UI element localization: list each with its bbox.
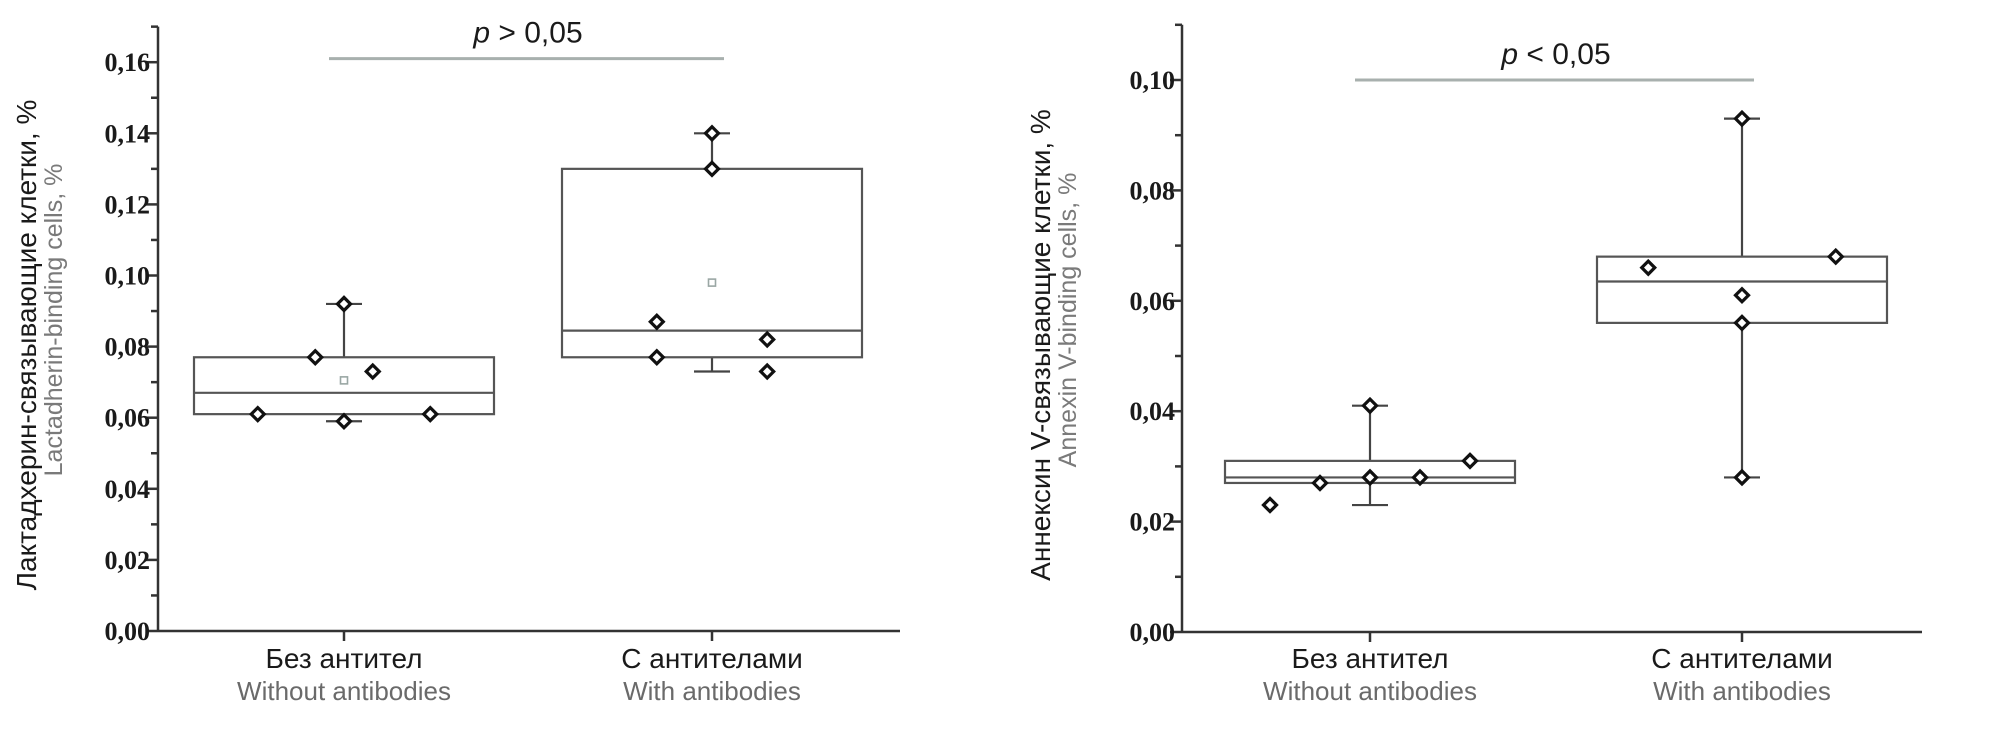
mean-marker — [707, 278, 717, 287]
data-point — [1733, 286, 1751, 305]
x-category-label-en: With antibodies — [623, 676, 801, 706]
y-tick-label: 0,00 — [105, 617, 151, 646]
y-axis-label: Лактадхерин-связывающие клетки, % — [11, 100, 42, 591]
y-tick-label: 0,06 — [105, 404, 151, 433]
data-point — [648, 312, 666, 331]
data-point — [1733, 109, 1751, 128]
p-symbol: p — [472, 17, 490, 50]
data-point — [1261, 496, 1279, 514]
x-category-label: Без антител — [266, 643, 423, 674]
box-1 — [1223, 396, 1517, 514]
y-tick-label: 0,04 — [1130, 397, 1176, 426]
data-point — [758, 362, 776, 381]
data-point — [703, 124, 721, 143]
data-point — [1461, 452, 1479, 470]
y-axis-label-en: Annexin V-binding cells, % — [1054, 173, 1082, 468]
p-symbol: p — [1500, 38, 1518, 71]
box-2 — [560, 124, 864, 381]
data-point — [703, 160, 721, 178]
x-category-label-en: Without antibodies — [1263, 676, 1477, 706]
y-tick-label: 0,00 — [1130, 618, 1176, 647]
data-point — [1826, 247, 1845, 266]
data-point — [648, 348, 666, 367]
data-point — [1733, 314, 1751, 332]
y-tick-label: 0,06 — [1130, 287, 1176, 316]
x-category-label: С антителами — [1651, 643, 1832, 674]
mean-marker — [339, 376, 349, 385]
y-tick-label: 0,10 — [105, 262, 151, 291]
panel-2: 0,00 0,02 0,04 0,06 0,08 0,10 Аннексин V-связы… — [1025, 23, 1922, 706]
y-axis-label-en: Lactadherin-binding cells, % — [40, 164, 68, 477]
x-category-label-en: Without antibodies — [237, 676, 451, 706]
data-point — [421, 405, 440, 423]
box-iqr — [192, 356, 496, 416]
p-threshold: < 0,05 — [1518, 38, 1611, 71]
data-point — [335, 295, 353, 313]
data-point — [306, 348, 325, 367]
data-point — [335, 412, 353, 431]
y-tick-label: 0,14 — [105, 119, 151, 148]
x-category-label-en: With antibodies — [1653, 676, 1831, 706]
box-1 — [192, 295, 496, 431]
x-category-label: С антителами — [621, 643, 802, 674]
data-point — [363, 362, 382, 381]
y-tick-label: 0,12 — [105, 190, 151, 219]
data-point — [1311, 474, 1329, 492]
x-category-label: Без антител — [1292, 643, 1449, 674]
y-tick-label: 0,08 — [105, 333, 151, 362]
p-value-label: p > 0,05 — [472, 17, 582, 50]
data-point — [1361, 468, 1379, 487]
y-tick-label: 0,08 — [1130, 176, 1176, 205]
data-point — [758, 330, 776, 349]
box-iqr — [560, 167, 864, 359]
y-axis-label: Аннексин V-связывающие клетки, % — [1025, 109, 1056, 581]
data-point — [1733, 468, 1751, 487]
y-tick-label: 0,16 — [105, 48, 151, 77]
y-tick-label: 0,10 — [1130, 66, 1176, 95]
p-threshold: > 0,05 — [490, 17, 583, 50]
data-point — [248, 405, 267, 423]
data-point — [1361, 396, 1379, 415]
p-value-label: p < 0,05 — [1500, 38, 1610, 71]
box-2 — [1595, 109, 1889, 487]
data-point — [1639, 258, 1658, 277]
data-point — [1411, 468, 1429, 487]
y-tick-label: 0,02 — [105, 546, 151, 575]
panel-1: 0,00 0,02 0,04 0,06 0,08 0,10 0,12 0,14 0,16 Лакт… — [11, 17, 900, 706]
y-tick-label: 0,02 — [1130, 508, 1176, 537]
y-tick-label: 0,04 — [105, 475, 151, 504]
